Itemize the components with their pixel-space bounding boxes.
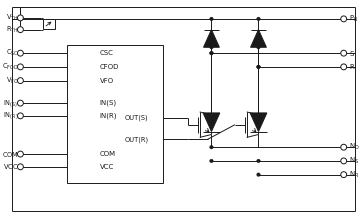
Circle shape (341, 158, 347, 164)
Text: $\mathsf{V_{FO}}$: $\mathsf{V_{FO}}$ (6, 75, 18, 86)
Circle shape (17, 27, 23, 32)
Circle shape (341, 50, 347, 56)
Text: $\mathsf{C_{FOD}}$: $\mathsf{C_{FOD}}$ (2, 62, 18, 72)
Text: $\mathsf{IN_{(S)}}$: $\mathsf{IN_{(S)}}$ (3, 98, 18, 109)
Polygon shape (203, 113, 220, 131)
Circle shape (210, 145, 213, 149)
Text: $\mathsf{S}$: $\mathsf{S}$ (349, 49, 355, 58)
Polygon shape (251, 30, 266, 47)
Circle shape (257, 17, 260, 21)
Text: CFOD: CFOD (100, 64, 119, 70)
Circle shape (257, 159, 260, 163)
Text: $\mathsf{P_R}$: $\mathsf{P_R}$ (349, 14, 358, 24)
Text: $\mathsf{N_R}$: $\mathsf{N_R}$ (349, 170, 359, 180)
Text: OUT(R): OUT(R) (124, 136, 148, 143)
Text: COM: COM (100, 151, 116, 157)
Text: $\mathsf{V_{TH}}$: $\mathsf{V_{TH}}$ (6, 13, 18, 23)
Circle shape (341, 16, 347, 22)
Circle shape (17, 78, 23, 83)
Circle shape (257, 65, 260, 69)
Circle shape (17, 50, 23, 56)
Circle shape (210, 46, 213, 49)
Circle shape (17, 15, 23, 21)
Bar (43, 19, 55, 29)
Circle shape (341, 172, 347, 178)
Circle shape (210, 159, 213, 163)
Text: $\mathsf{N_D}$: $\mathsf{N_D}$ (349, 142, 360, 152)
Text: VFO: VFO (100, 78, 114, 83)
Text: VCC: VCC (100, 164, 114, 170)
Circle shape (210, 51, 213, 55)
Circle shape (257, 173, 260, 176)
Circle shape (257, 65, 260, 69)
Text: $\mathsf{R_{TH}}$: $\mathsf{R_{TH}}$ (6, 25, 18, 35)
Text: $\mathsf{VCC}$: $\mathsf{VCC}$ (3, 162, 18, 171)
Text: OUT(S): OUT(S) (124, 115, 148, 121)
Text: $\mathsf{IN_{(R)}}$: $\mathsf{IN_{(R)}}$ (3, 111, 18, 121)
Circle shape (17, 100, 23, 106)
Circle shape (17, 164, 23, 170)
Circle shape (17, 64, 23, 70)
Circle shape (210, 51, 213, 55)
Polygon shape (250, 113, 267, 131)
Circle shape (17, 113, 23, 119)
Text: CSC: CSC (100, 50, 114, 56)
Text: $\mathsf{N_S}$: $\mathsf{N_S}$ (349, 156, 359, 166)
Circle shape (257, 46, 260, 49)
Text: $\mathsf{C_{SC}}$: $\mathsf{C_{SC}}$ (6, 48, 18, 58)
Circle shape (341, 144, 347, 150)
Bar (68, 45, 164, 184)
Polygon shape (204, 30, 219, 47)
Text: IN(R): IN(R) (100, 113, 117, 119)
Circle shape (17, 151, 23, 157)
Circle shape (341, 64, 347, 70)
Text: $\mathsf{COM}$: $\mathsf{COM}$ (1, 150, 18, 158)
Text: IN(S): IN(S) (100, 100, 117, 106)
Text: $\mathsf{R}$: $\mathsf{R}$ (349, 62, 355, 71)
Circle shape (210, 17, 213, 21)
